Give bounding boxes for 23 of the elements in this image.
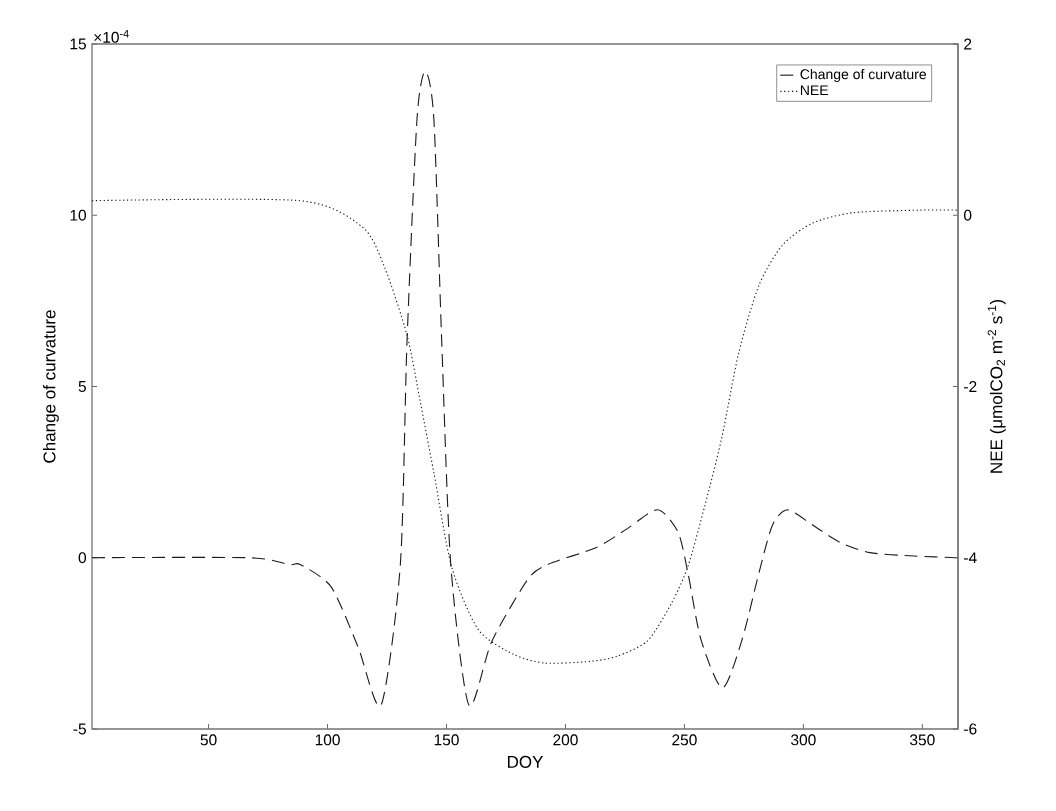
x-tick-label: 250	[672, 734, 697, 746]
y-tick-label: -5	[73, 723, 86, 735]
legend-label: Change of curvature	[800, 68, 927, 82]
x-tick-label: 350	[909, 734, 935, 746]
y-tick-label: 15	[70, 38, 86, 50]
x-tick-label: 300	[791, 734, 816, 746]
x-tick-label: 200	[553, 734, 578, 746]
y2-tick-label: -6	[964, 723, 977, 735]
y2-tick-label: -2	[964, 381, 977, 392]
y2-tick-label: -4	[964, 552, 977, 564]
legend-label: NEE	[800, 85, 828, 96]
y2-axis-title: NEE (μmolCO$_{2}$ m$^{-2}$ s$^{-1}$)	[987, 300, 1006, 473]
x-axis-title: DOY	[507, 755, 544, 768]
x-tick-label: 50	[200, 734, 217, 746]
y-axis-title: Change of curvature	[43, 310, 59, 463]
x-tick-label: 100	[315, 734, 340, 746]
y-tick-label: 0	[78, 552, 87, 564]
y-tick-label: 10	[70, 209, 87, 221]
text: ×10$^{-4}$	[94, 29, 129, 43]
y2-tick-label: 0	[963, 209, 972, 221]
x-tick-label: 150	[434, 734, 459, 746]
y2-tick-label: 2	[964, 38, 972, 50]
y-tick-label: 5	[78, 381, 86, 392]
